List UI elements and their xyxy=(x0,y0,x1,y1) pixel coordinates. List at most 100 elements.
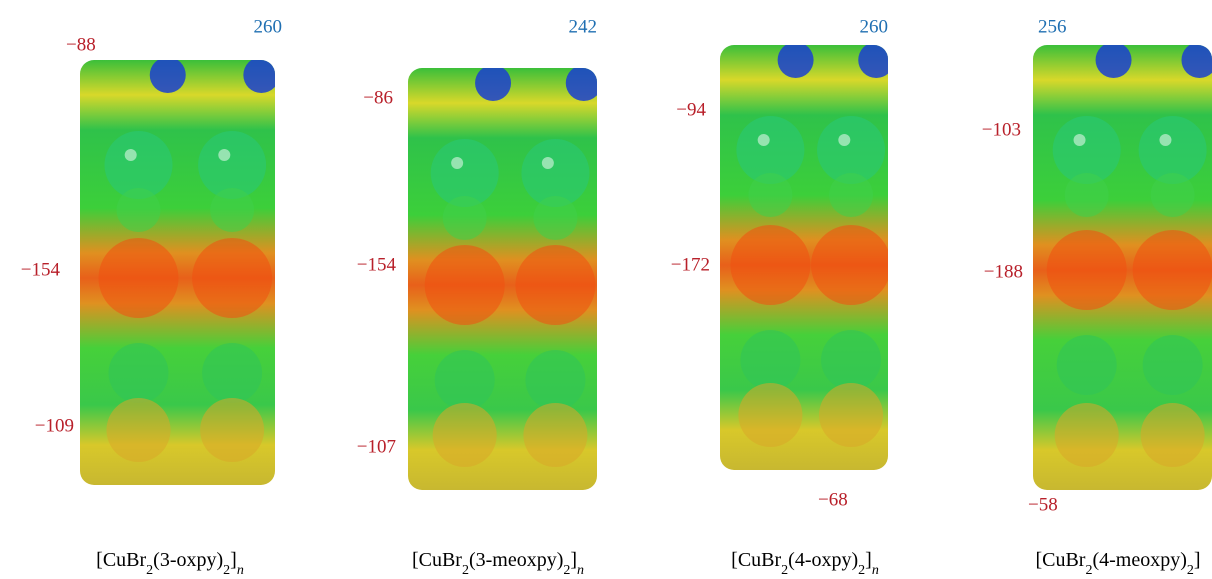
blob xyxy=(292,131,360,199)
blob-blue xyxy=(475,68,512,101)
blob xyxy=(892,225,972,305)
highlight xyxy=(838,134,851,146)
blob xyxy=(748,173,793,217)
blob xyxy=(116,188,161,232)
caption-part: 2 xyxy=(1187,563,1194,575)
caption-part: 2 xyxy=(1085,563,1092,575)
min-value: −172 xyxy=(671,254,710,275)
caption: [CuBr2(3-oxpy)2]n xyxy=(96,549,244,574)
min-value: −68 xyxy=(818,489,848,510)
caption-part: 2 xyxy=(223,563,230,575)
min-value: −154 xyxy=(21,259,61,280)
blob xyxy=(1064,173,1109,217)
caption-part: n xyxy=(872,563,879,575)
blob xyxy=(198,131,267,199)
caption-part: ] xyxy=(570,549,577,571)
blob-blue xyxy=(939,42,975,78)
blob xyxy=(523,403,588,467)
blob xyxy=(432,403,497,467)
caption-part: (4-oxpy) xyxy=(788,549,858,571)
caption-part: 2 xyxy=(858,563,865,575)
surface xyxy=(720,42,975,470)
blob xyxy=(200,398,265,462)
min-value: −107 xyxy=(357,436,396,457)
caption-part: ] xyxy=(230,549,237,571)
blob xyxy=(296,343,356,403)
blob xyxy=(817,116,886,184)
caption-part: [CuBr xyxy=(412,549,462,571)
blob xyxy=(98,238,179,318)
caption-part: ] xyxy=(865,549,872,571)
blob xyxy=(819,383,884,447)
caption-part: [CuBr xyxy=(96,549,146,571)
blob-blue xyxy=(243,60,275,93)
min-value: −109 xyxy=(35,415,74,436)
highlight xyxy=(312,149,324,161)
max-value: 260 xyxy=(860,16,889,37)
blob-blue xyxy=(149,60,186,93)
max-value: 242 xyxy=(569,16,598,37)
blob xyxy=(521,139,590,207)
blob xyxy=(434,350,495,410)
blob xyxy=(304,188,348,232)
max-value: 260 xyxy=(254,16,283,37)
blob xyxy=(515,245,596,325)
blob-blue xyxy=(777,45,814,78)
blob xyxy=(1052,116,1121,184)
blob xyxy=(1140,403,1205,467)
caption: [CuBr2(4-oxpy)2]n xyxy=(731,549,879,574)
blob xyxy=(740,330,801,390)
surface xyxy=(408,65,692,490)
surface xyxy=(80,60,366,485)
blob xyxy=(1046,230,1127,310)
max-value: 256 xyxy=(1038,16,1067,37)
highlight xyxy=(633,157,645,169)
blob-blue xyxy=(656,65,692,101)
min-value: −188 xyxy=(984,261,1023,282)
highlight xyxy=(124,149,137,161)
min-value: −86 xyxy=(363,87,393,108)
blob xyxy=(1054,403,1119,467)
blob xyxy=(1142,335,1203,395)
caption-part: n xyxy=(577,563,584,575)
blob xyxy=(902,330,962,390)
blob-blue xyxy=(858,45,888,78)
blob xyxy=(210,188,255,232)
blob xyxy=(106,398,171,462)
blob xyxy=(730,225,811,305)
blob xyxy=(616,350,676,410)
blob xyxy=(104,131,173,199)
highlight xyxy=(451,157,464,169)
blob xyxy=(525,350,586,410)
highlight xyxy=(1073,134,1086,146)
highlight xyxy=(757,134,770,146)
blob-blue xyxy=(1095,45,1132,78)
caption-part: [CuBr xyxy=(731,549,781,571)
highlight xyxy=(1159,134,1172,146)
surface xyxy=(1033,45,1212,490)
caption-part: (3-meoxpy) xyxy=(469,549,563,571)
blob xyxy=(442,196,487,240)
min-value: −88 xyxy=(66,34,96,55)
min-value: −58 xyxy=(1028,494,1058,515)
blob xyxy=(1150,173,1195,217)
blob xyxy=(736,116,805,184)
blob-blue xyxy=(565,68,597,101)
blob xyxy=(624,196,668,240)
blob xyxy=(900,383,964,447)
caption-part: n xyxy=(237,563,244,575)
blob xyxy=(821,330,882,390)
blob xyxy=(424,245,505,325)
caption-part: 2 xyxy=(146,563,153,575)
highlight xyxy=(218,149,231,161)
blob xyxy=(192,238,273,318)
blob xyxy=(286,238,366,318)
caption: [CuBr2(3-meoxpy)2]n xyxy=(412,549,584,574)
blob xyxy=(430,139,499,207)
blob xyxy=(738,383,803,447)
blob xyxy=(1056,335,1117,395)
blob xyxy=(108,343,169,403)
blob xyxy=(612,139,680,207)
caption-part: ] xyxy=(1194,549,1201,571)
caption-part: 2 xyxy=(781,563,788,575)
